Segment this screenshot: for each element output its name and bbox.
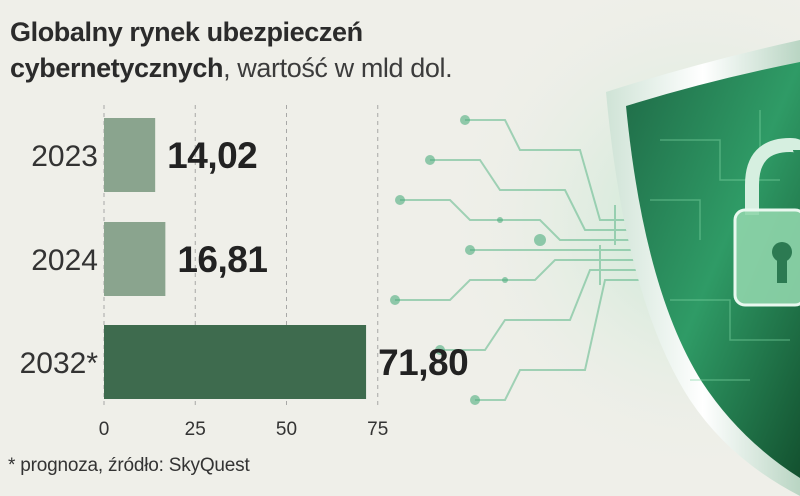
bar (104, 118, 156, 192)
x-tick-label: 75 (367, 419, 388, 440)
footnote: * prognoza, źródło: SkyQuest (8, 455, 250, 476)
chart-title: Globalny rynek ubezpieczeń cybernetyczny… (10, 14, 530, 86)
circuit-traces (395, 119, 640, 401)
title-unit: , wartość w mld dol. (223, 53, 453, 83)
circuit-nodes (390, 115, 546, 405)
title-line-1: Globalny rynek ubezpieczeń (10, 17, 363, 47)
x-tick-label: 50 (276, 419, 297, 440)
value-label: 16,81 (177, 239, 267, 280)
title-line-2-bold: cybernetycznych (10, 53, 224, 83)
padlock-icon (733, 137, 800, 307)
bar (104, 325, 367, 399)
value-label: 14,02 (167, 135, 257, 176)
x-tick-label: 25 (185, 419, 206, 440)
category-label: 2023 (31, 140, 98, 173)
bar (104, 222, 166, 296)
category-label: 2024 (31, 244, 98, 277)
x-tick-label: 0 (99, 419, 110, 440)
shield-icon (606, 40, 800, 496)
value-label: 71,80 (378, 342, 468, 383)
category-label: 2032* (20, 347, 99, 380)
